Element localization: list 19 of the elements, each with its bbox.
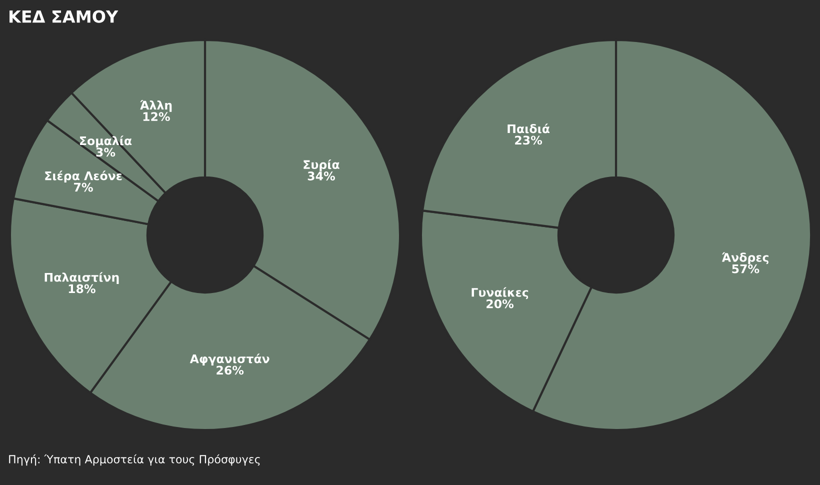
data-label: 7% [74, 182, 93, 192]
data-label: 18% [68, 284, 96, 294]
slice-label: Συρία [304, 159, 340, 172]
text: Πηγή: Ύπατη Αρμοστεία για τους Πρόσφυγες [9, 454, 260, 466]
data-label: 3% [96, 148, 116, 157]
slice-label: Άνδρες [722, 252, 768, 264]
data-label: 12% [143, 112, 170, 122]
chart-title: ΚΕΔ ΣΑΜΟΥ [10, 10, 118, 23]
slice-label: Παιδιά [508, 124, 550, 134]
data-label: 34% [308, 172, 335, 180]
slice-label: Άλλη [140, 100, 172, 112]
data-label: 57% [732, 264, 760, 274]
slice-label: Παλαιστίνη [44, 272, 119, 284]
slice-label: Γυναίκες [472, 287, 528, 300]
data-label: 26% [216, 366, 244, 375]
slice-label: Σιέρα Λεόνε [45, 170, 122, 183]
slice-label: Αφγανιστάν [190, 354, 270, 366]
data-label: 23% [515, 136, 542, 145]
data-label: 20% [486, 299, 514, 308]
